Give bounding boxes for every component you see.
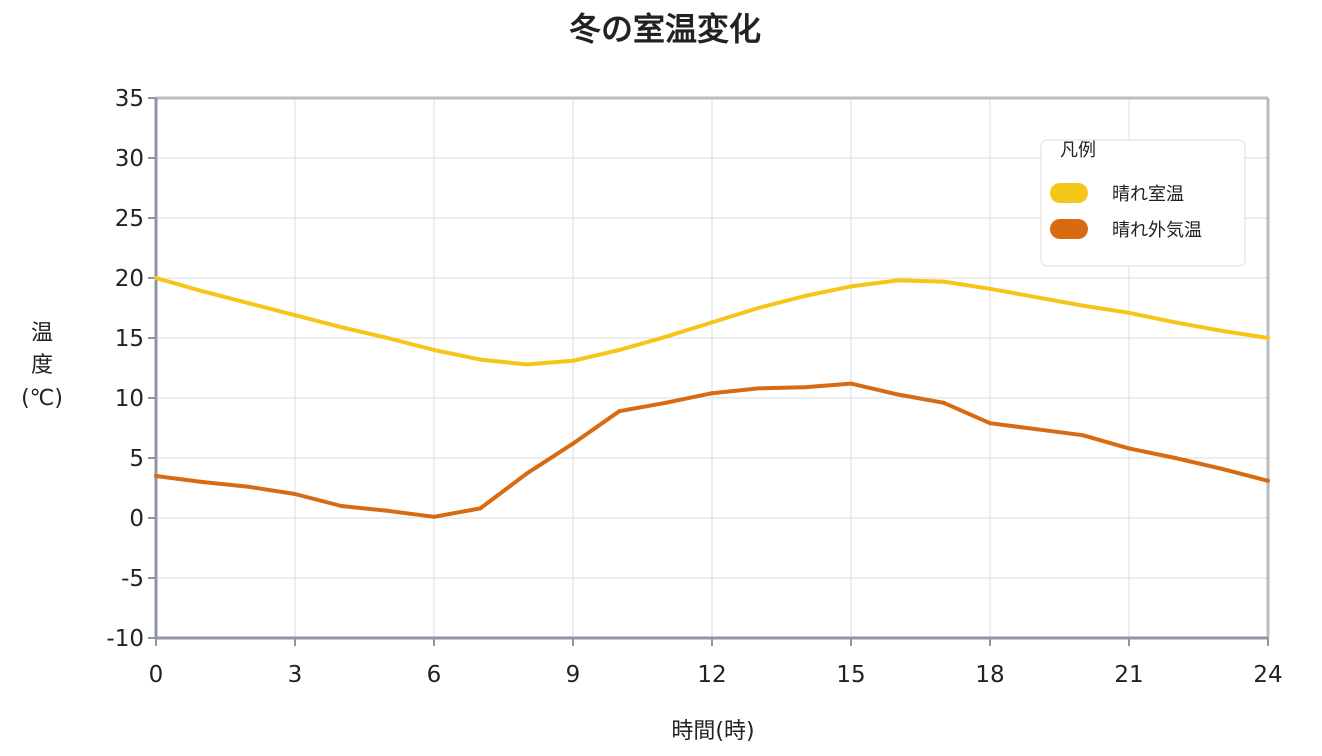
data-point: [571, 358, 575, 363]
y-tick-label: -5: [121, 566, 144, 592]
data-point: [1127, 310, 1131, 315]
y-tick-label: 20: [115, 266, 144, 292]
x-tick-label: 3: [288, 662, 303, 688]
data-point: [617, 409, 622, 414]
x-tick-label: 24: [1253, 662, 1282, 688]
data-point: [756, 386, 761, 391]
data-point: [478, 357, 483, 362]
data-point: [710, 320, 714, 325]
data-point: [1266, 336, 1270, 340]
data-point: [200, 289, 205, 294]
y-tick-label: 5: [129, 446, 144, 472]
data-point: [988, 286, 992, 291]
y-axis-label-line-3: (℃): [21, 386, 63, 411]
data-point: [339, 504, 344, 508]
data-point: [1219, 328, 1224, 333]
y-axis-ticks: -10 -5 0 5 10 15 20 25 30 35: [106, 86, 156, 652]
data-point: [941, 279, 946, 284]
data-point: [524, 471, 529, 476]
legend-label-1: 晴れ室温: [1112, 184, 1184, 205]
x-tick-label: 0: [149, 662, 164, 688]
data-point: [988, 421, 992, 426]
legend-swatch-1: [1050, 183, 1088, 203]
data-point: [1173, 456, 1178, 460]
y-tick-label: 30: [115, 146, 144, 172]
y-tick-label: -10: [106, 626, 144, 652]
data-point: [571, 441, 575, 446]
data-point: [246, 301, 251, 306]
data-point: [154, 276, 158, 280]
data-point: [1127, 446, 1131, 451]
data-point: [1219, 466, 1224, 471]
data-point: [1034, 427, 1039, 432]
y-axis-label-line-2: 度: [31, 353, 53, 378]
data-point: [385, 336, 390, 340]
data-point: [802, 385, 807, 390]
data-point: [1034, 295, 1039, 300]
x-axis-label: 時間(時): [671, 719, 754, 744]
data-point: [524, 362, 529, 367]
data-point: [154, 474, 158, 478]
data-point: [1080, 303, 1085, 308]
data-point: [1173, 320, 1178, 325]
data-point: [339, 325, 344, 330]
data-point: [941, 400, 946, 405]
data-point: [385, 508, 390, 513]
data-point: [432, 514, 436, 519]
x-tick-label: 6: [427, 662, 442, 688]
x-tick-label: 9: [566, 662, 581, 688]
y-axis-label: 温 度 (℃): [21, 321, 63, 411]
data-point: [895, 392, 900, 397]
y-tick-label: 0: [129, 506, 144, 532]
data-point: [293, 492, 297, 496]
data-point: [200, 480, 205, 484]
x-tick-label: 18: [975, 662, 1004, 688]
legend-label-2: 晴れ外気温: [1112, 220, 1202, 241]
y-tick-label: 35: [115, 86, 144, 112]
data-point: [293, 313, 297, 318]
data-point: [756, 306, 761, 310]
data-point: [895, 278, 900, 283]
y-tick-label: 15: [115, 326, 144, 352]
data-point: [246, 484, 251, 489]
data-point: [663, 400, 668, 405]
x-tick-label: 12: [697, 662, 726, 688]
data-point: [478, 506, 483, 511]
legend-swatch-2: [1050, 219, 1088, 239]
x-tick-label: 21: [1114, 662, 1143, 688]
data-point: [849, 381, 853, 386]
data-point: [802, 294, 807, 298]
chart-title: 冬の室温変化: [569, 10, 761, 48]
data-point: [1266, 478, 1270, 483]
x-tick-label: 15: [836, 662, 865, 688]
data-point: [849, 284, 853, 289]
y-tick-label: 25: [115, 206, 144, 232]
y-axis-label-line-1: 温: [31, 321, 53, 346]
data-point: [617, 348, 622, 352]
data-point: [663, 334, 668, 339]
y-tick-label: 10: [115, 386, 144, 412]
data-point: [1080, 433, 1085, 438]
x-axis-ticks: 0 3 6 9 12 15 18 21 24: [149, 638, 1283, 688]
legend-box: [1040, 139, 1246, 267]
series-group: [154, 276, 1270, 519]
legend-title: 凡例: [1060, 140, 1096, 161]
data-point: [432, 348, 436, 352]
data-point: [710, 391, 714, 396]
